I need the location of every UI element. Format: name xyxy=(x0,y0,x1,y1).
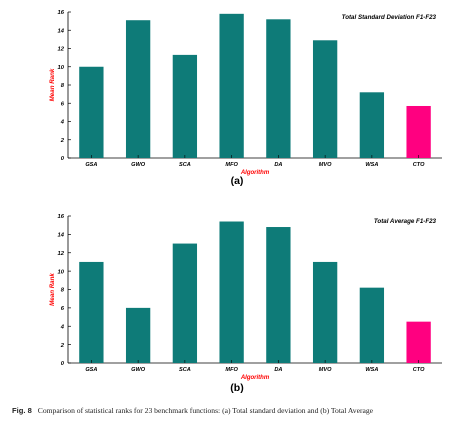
bar-sca xyxy=(172,243,198,363)
panel-label: (a) xyxy=(231,175,244,187)
x-axis-label: Algorithm xyxy=(240,170,270,176)
y-tick-label: 6 xyxy=(61,306,65,312)
x-tick-label: GSA xyxy=(85,162,97,168)
x-tick-label: GWO xyxy=(131,367,146,373)
chart-title: Total Average F1-F23 xyxy=(374,218,437,225)
chart-total-average: 0 2 4 6 8 10 12 14 16 GSA GWO SCA MFO DA MVO WSA CTO Tota… xyxy=(49,214,442,394)
y-axis-label: Mean Rank xyxy=(49,68,56,101)
y-tick-label: 8 xyxy=(61,288,65,294)
x-tick-label: SCA xyxy=(179,162,191,168)
x-tick-label: MVO xyxy=(319,367,332,373)
x-tick-label: CTO xyxy=(413,162,425,168)
x-axis-label: Algorithm xyxy=(240,375,270,381)
y-tick-label: 4 xyxy=(60,324,65,330)
y-tick-label: 16 xyxy=(58,10,65,16)
y-tick-label: 14 xyxy=(58,233,65,239)
y-tick-label: 4 xyxy=(60,120,65,126)
x-tick-label: MVO xyxy=(319,162,332,168)
panel-label: (b) xyxy=(230,382,243,394)
y-tick-label: 14 xyxy=(58,28,65,34)
x-tick-label: MFO xyxy=(225,367,238,373)
x-tick-label: SCA xyxy=(179,367,191,373)
bar-wsa xyxy=(359,287,385,363)
caption-text: Comparison of statistical ranks for 23 b… xyxy=(37,406,374,415)
bar-wsa xyxy=(359,92,385,158)
bar-mfo xyxy=(219,13,244,159)
x-tick-label: GSA xyxy=(85,367,97,373)
bar-gwo xyxy=(125,307,151,363)
chart-total-standard-deviation: 0 2 4 6 8 10 12 14 16 GSA GWO SCA MFO DA MVO WSA CTO Tota… xyxy=(49,10,442,187)
x-tick-label: MFO xyxy=(225,162,238,168)
y-tick-label: 10 xyxy=(58,65,65,71)
bar-cto xyxy=(406,105,431,158)
bar-gsa xyxy=(79,261,104,363)
y-tick-label: 6 xyxy=(61,101,65,107)
bar-mvo xyxy=(312,261,338,363)
x-tick-label: CTO xyxy=(413,367,425,373)
bar-mfo xyxy=(219,221,244,363)
y-tick-label: 12 xyxy=(58,251,65,257)
y-tick-label: 0 xyxy=(61,361,65,367)
y-tick-label: 8 xyxy=(61,83,65,89)
y-axis-label: Mean Rank xyxy=(49,273,56,306)
y-tick-label: 2 xyxy=(60,138,65,144)
bar-da xyxy=(266,227,291,363)
y-tick-label: 2 xyxy=(60,343,65,349)
bar-cto xyxy=(406,321,431,363)
x-tick-label: DA xyxy=(274,162,282,168)
x-tick-label: DA xyxy=(274,367,282,373)
bar-da xyxy=(266,19,291,158)
bar-gwo xyxy=(125,20,151,159)
chart-title: Total Standard Deviation F1-F23 xyxy=(342,14,437,21)
bar-gsa xyxy=(79,66,104,158)
x-tick-label: WSA xyxy=(365,367,378,373)
y-tick-label: 0 xyxy=(61,156,65,162)
y-tick-label: 16 xyxy=(58,214,65,220)
bar-sca xyxy=(172,54,198,159)
y-tick-label: 10 xyxy=(58,269,65,275)
x-tick-label: GWO xyxy=(131,162,146,168)
figure-caption: Fig. 8 Comparison of statistical ranks f… xyxy=(12,406,472,415)
x-tick-label: WSA xyxy=(365,162,378,168)
figure-number: Fig. 8 xyxy=(12,406,32,415)
y-tick-label: 12 xyxy=(58,47,65,53)
bar-mvo xyxy=(312,40,338,158)
